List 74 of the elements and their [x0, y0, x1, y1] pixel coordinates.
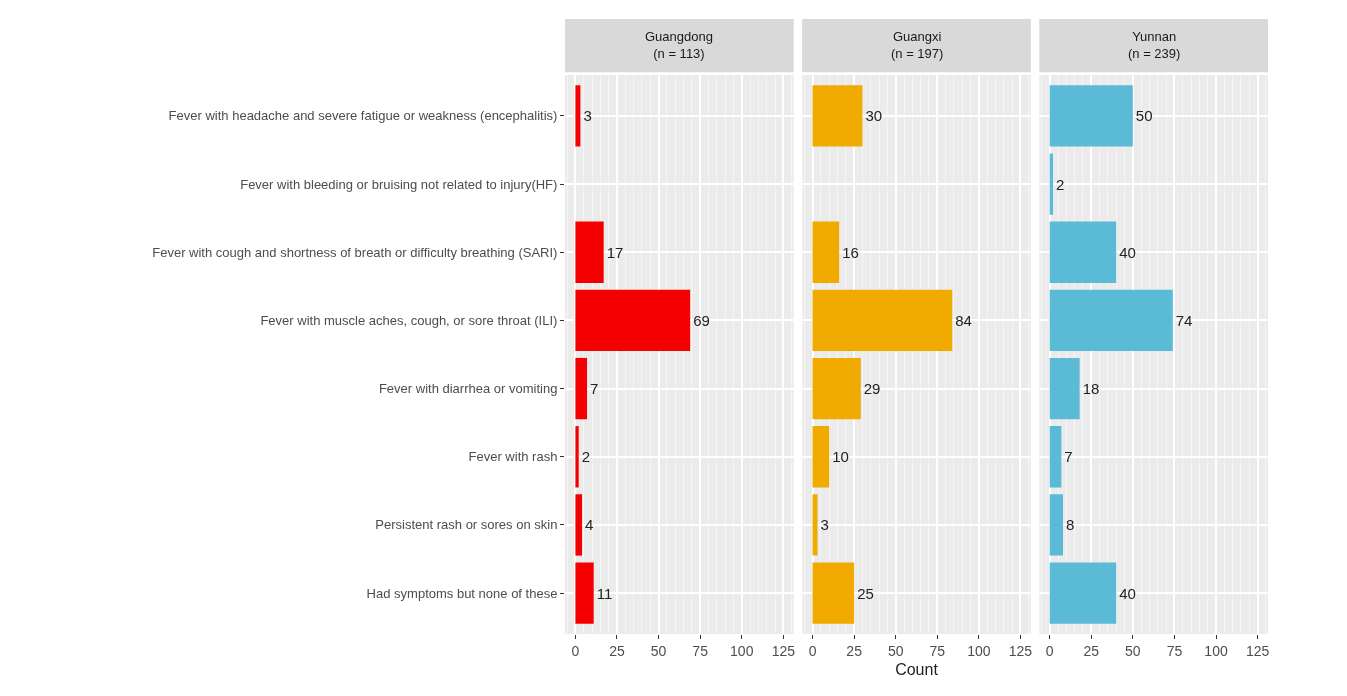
data-label: 40	[1119, 243, 1136, 261]
data-label: 11	[596, 584, 613, 602]
data-label: 29	[863, 380, 881, 398]
data-label: 7	[590, 380, 599, 398]
bar	[812, 494, 818, 556]
x-tick-label: 125	[1245, 642, 1270, 659]
x-tick-label: 100	[1204, 642, 1228, 659]
y-tick-label: Fever with bleeding or bruising not related to injury(HF)	[240, 176, 558, 192]
bar	[812, 289, 953, 352]
x-axis-title: Count	[895, 661, 939, 679]
x-tick-label: 100	[967, 642, 991, 659]
x-tick-label: 50	[1125, 642, 1141, 659]
x-tick-label: 75	[692, 642, 709, 659]
bar	[812, 562, 855, 624]
data-label: 3	[583, 107, 592, 125]
bar	[812, 221, 840, 283]
bar	[575, 426, 579, 488]
x-tick-label: 50	[650, 642, 667, 659]
chart-title: Yunnan (n = 239)	[1128, 29, 1181, 61]
data-label: 2	[1056, 175, 1065, 193]
x-tick-label: 125	[1008, 642, 1033, 659]
bar	[575, 221, 604, 283]
bar	[812, 357, 861, 420]
data-label: 74	[1175, 311, 1193, 329]
x-tick-label: 50	[887, 642, 904, 659]
bar	[1049, 153, 1054, 215]
y-tick-label: Fever with headache and severe fatigue or weakness (encephalitis)	[168, 108, 558, 124]
x-tick-label: 25	[846, 642, 863, 659]
bar	[1049, 221, 1117, 283]
y-tick-label: Fever with muscle aches, cough, or sore throat (ILI)	[260, 312, 558, 328]
bar	[1049, 357, 1080, 420]
data-label: 25	[857, 584, 874, 602]
x-tick-label: 25	[609, 642, 625, 659]
data-label: 3	[820, 516, 829, 534]
x-tick-label: 0	[571, 642, 580, 659]
data-label: 30	[865, 107, 883, 125]
data-label: 18	[1082, 380, 1100, 398]
x-tick-label: 125	[771, 642, 796, 659]
bar	[575, 357, 588, 420]
data-label: 50	[1135, 107, 1153, 125]
bar	[1049, 494, 1063, 556]
data-label: 8	[1065, 516, 1075, 534]
bar	[1049, 289, 1173, 352]
y-tick-label: Fever with diarrhea or vomiting	[378, 381, 558, 397]
bar	[575, 85, 581, 147]
chart-title: Guangxi (n = 197)	[891, 29, 944, 61]
y-tick-label: Persistent rash or sores on skin	[375, 517, 558, 533]
data-label: 7	[1064, 448, 1073, 466]
data-label: 40	[1119, 584, 1136, 602]
data-label: 2	[581, 448, 591, 466]
data-label: 16	[842, 243, 859, 261]
x-tick-label: 75	[929, 642, 946, 659]
y-tick-label: Fever with cough and shortness of breath or difficulty breathing (SARI)	[152, 244, 558, 260]
bar	[812, 85, 863, 147]
data-label: 10	[832, 448, 849, 466]
bar	[575, 562, 594, 624]
bar	[812, 426, 830, 488]
data-label: 4	[585, 516, 594, 534]
y-tick-label: Had symptoms but none of these	[366, 585, 558, 601]
x-tick-label: 0	[1045, 642, 1054, 659]
bar	[1049, 85, 1133, 147]
bar	[575, 494, 583, 556]
bar	[1049, 562, 1117, 624]
y-tick-label: Fever with rash	[468, 449, 558, 465]
bar	[575, 289, 691, 352]
data-label: 84	[955, 311, 972, 329]
x-tick-label: 0	[808, 642, 817, 659]
x-tick-label: 100	[730, 642, 754, 659]
data-label: 17	[606, 243, 624, 261]
data-label: 69	[693, 311, 710, 329]
x-tick-label: 25	[1083, 642, 1100, 659]
bar	[1049, 426, 1062, 488]
chart-title: Guangdong (n = 113)	[645, 29, 713, 61]
x-tick-label: 75	[1166, 642, 1183, 659]
